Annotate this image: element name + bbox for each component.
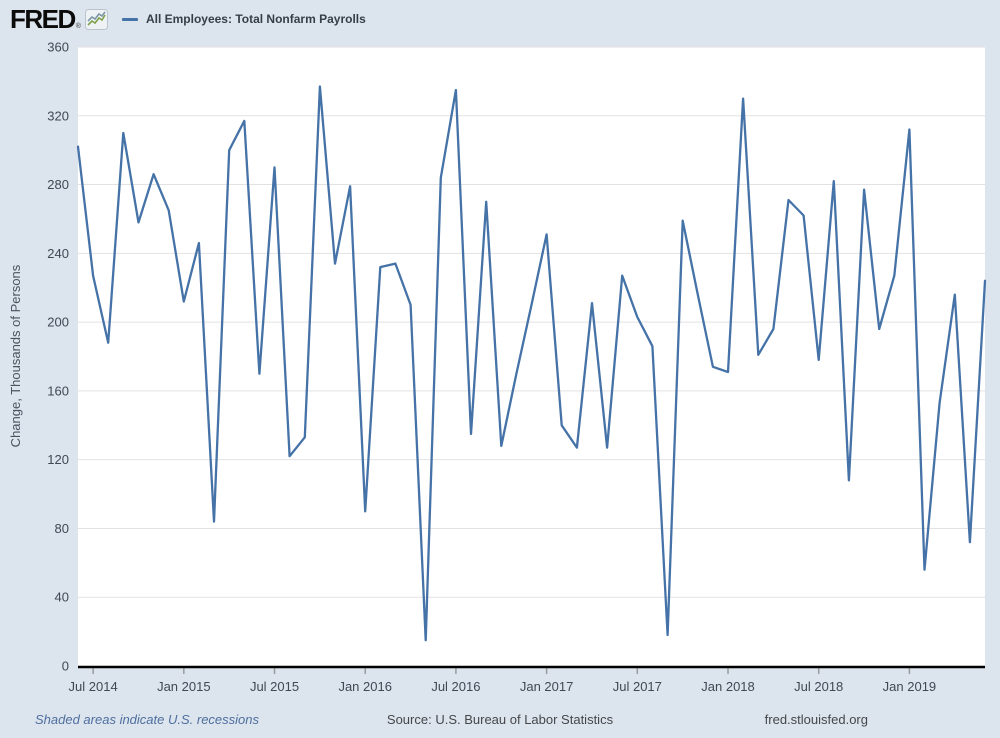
svg-text:200: 200	[47, 315, 69, 330]
svg-text:Jul 2014: Jul 2014	[69, 679, 118, 694]
svg-text:Jul 2016: Jul 2016	[431, 679, 480, 694]
series-legend-label: All Employees: Total Nonfarm Payrolls	[145, 12, 366, 26]
fred-logo[interactable]: FRED ®	[10, 4, 108, 34]
chart-header: FRED ® All Employees: Total Nonfarm Payr…	[0, 0, 1000, 38]
svg-text:240: 240	[47, 246, 69, 261]
chart-footer: Shaded areas indicate U.S. recessions So…	[0, 712, 1000, 734]
source-text: Source: U.S. Bureau of Labor Statistics	[386, 712, 614, 727]
svg-text:Jul 2018: Jul 2018	[794, 679, 843, 694]
svg-text:Jan 2015: Jan 2015	[157, 679, 211, 694]
recession-note: Shaded areas indicate U.S. recessions	[35, 712, 260, 727]
svg-text:Jan 2017: Jan 2017	[520, 679, 574, 694]
svg-text:320: 320	[47, 108, 69, 123]
series-color-swatch	[121, 17, 138, 21]
svg-text:40: 40	[55, 590, 69, 605]
svg-text:Jan 2016: Jan 2016	[338, 679, 392, 694]
svg-text:160: 160	[47, 383, 69, 398]
svg-text:Jan 2019: Jan 2019	[883, 679, 937, 694]
svg-text:Jul 2015: Jul 2015	[250, 679, 299, 694]
svg-text:Jan 2018: Jan 2018	[701, 679, 755, 694]
registered-mark: ®	[75, 23, 81, 30]
fred-sparkline-icon	[84, 9, 108, 30]
series-legend: All Employees: Total Nonfarm Payrolls	[121, 12, 366, 26]
svg-text:360: 360	[47, 40, 69, 55]
y-axis-title: Change, Thousands of Persons	[8, 264, 23, 448]
svg-text:0: 0	[62, 659, 69, 674]
fred-site-link[interactable]: fred.stlouisfed.org	[764, 712, 868, 727]
svg-text:280: 280	[47, 177, 69, 192]
svg-text:120: 120	[47, 452, 69, 467]
svg-text:Jul 2017: Jul 2017	[613, 679, 662, 694]
svg-text:80: 80	[55, 521, 69, 536]
fred-logo-text: FRED	[10, 4, 76, 34]
